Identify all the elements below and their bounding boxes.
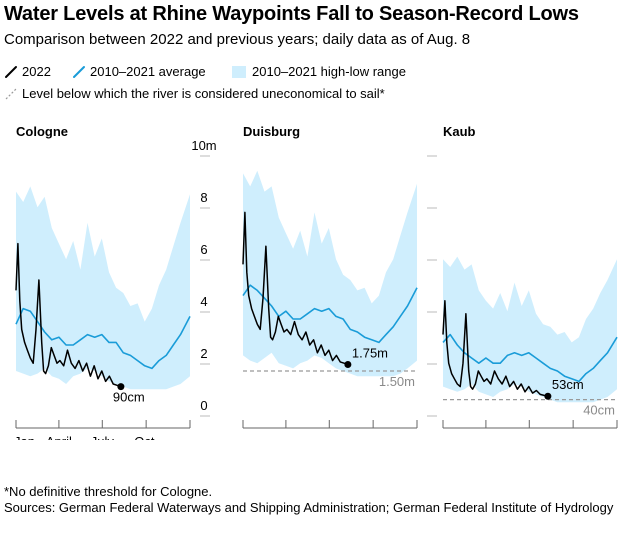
legend-current-swatch xyxy=(5,65,17,78)
legend-threshold-swatch xyxy=(5,88,17,99)
current-end-label: 53cm xyxy=(552,377,584,392)
footnote: *No definitive threshold for Cologne. xyxy=(4,484,213,499)
legend-range-swatch xyxy=(232,65,246,78)
legend-item-range: 2010–2021 high-low range xyxy=(232,64,406,79)
current-line xyxy=(15,242,122,388)
threshold-label: 1.50m xyxy=(379,374,415,389)
x-tick-label: Oct. xyxy=(134,434,158,440)
charts-area: Cologne 90cm Jan. April July Oct. 0 2 4 6 8 10m Duis… xyxy=(14,124,618,440)
legend-range-label: 2010–2021 high-low range xyxy=(252,64,406,79)
panel-title: Kaub xyxy=(443,124,476,139)
current-end-point xyxy=(344,361,352,368)
x-tick-label: July xyxy=(91,434,115,440)
current-end-label: 1.75m xyxy=(352,346,388,361)
y-tick-label: 2 xyxy=(200,346,207,361)
chart-panel-duisburg: Duisburg 1.50m 1.75m xyxy=(242,124,437,429)
legend-threshold-label: Level below which the river is considere… xyxy=(22,86,385,101)
current-line xyxy=(242,211,349,366)
panel-title: Duisburg xyxy=(243,124,300,139)
panel-title: Cologne xyxy=(16,124,68,139)
legend-current-label: 2022 xyxy=(22,64,51,79)
threshold-label: 40cm xyxy=(583,403,615,418)
current-end-point xyxy=(544,392,552,400)
y-tick-label: 0 xyxy=(200,398,207,413)
chart-title: Water Levels at Rhine Waypoints Fall to … xyxy=(4,3,579,25)
x-tick-label: Jan. xyxy=(14,434,39,440)
average-line xyxy=(15,307,191,370)
legend-item-current: 2022 xyxy=(4,64,51,79)
y-tick-label: 6 xyxy=(200,242,207,257)
range-band xyxy=(243,170,417,377)
average-line xyxy=(242,284,418,344)
legend: 2022 2010–2021 average 2010–2021 high-lo… xyxy=(4,64,618,104)
current-end-label: 90cm xyxy=(113,390,145,405)
x-tick-label: April xyxy=(46,434,72,440)
chart-panel-kaub: Kaub 40cm 53cm xyxy=(442,124,618,429)
chart-panel-cologne: Cologne 90cm Jan. April July Oct. 0 2 4 6 8 10m xyxy=(14,124,217,440)
chart-subtitle: Comparison between 2022 and previous yea… xyxy=(4,31,471,48)
legend-item-average: 2010–2021 average xyxy=(72,64,206,79)
legend-average-label: 2010–2021 average xyxy=(90,64,206,79)
legend-average-swatch xyxy=(73,65,85,78)
current-line xyxy=(442,300,549,397)
current-end-point xyxy=(117,383,125,391)
y-tick-label: 8 xyxy=(200,190,207,205)
legend-item-threshold: Level below which the river is considere… xyxy=(4,86,385,101)
y-tick-label: 4 xyxy=(200,294,207,309)
sources: Sources: German Federal Waterways and Sh… xyxy=(4,500,614,515)
range-band xyxy=(443,256,617,403)
y-tick-label: 10m xyxy=(191,138,216,153)
average-line xyxy=(442,333,618,383)
